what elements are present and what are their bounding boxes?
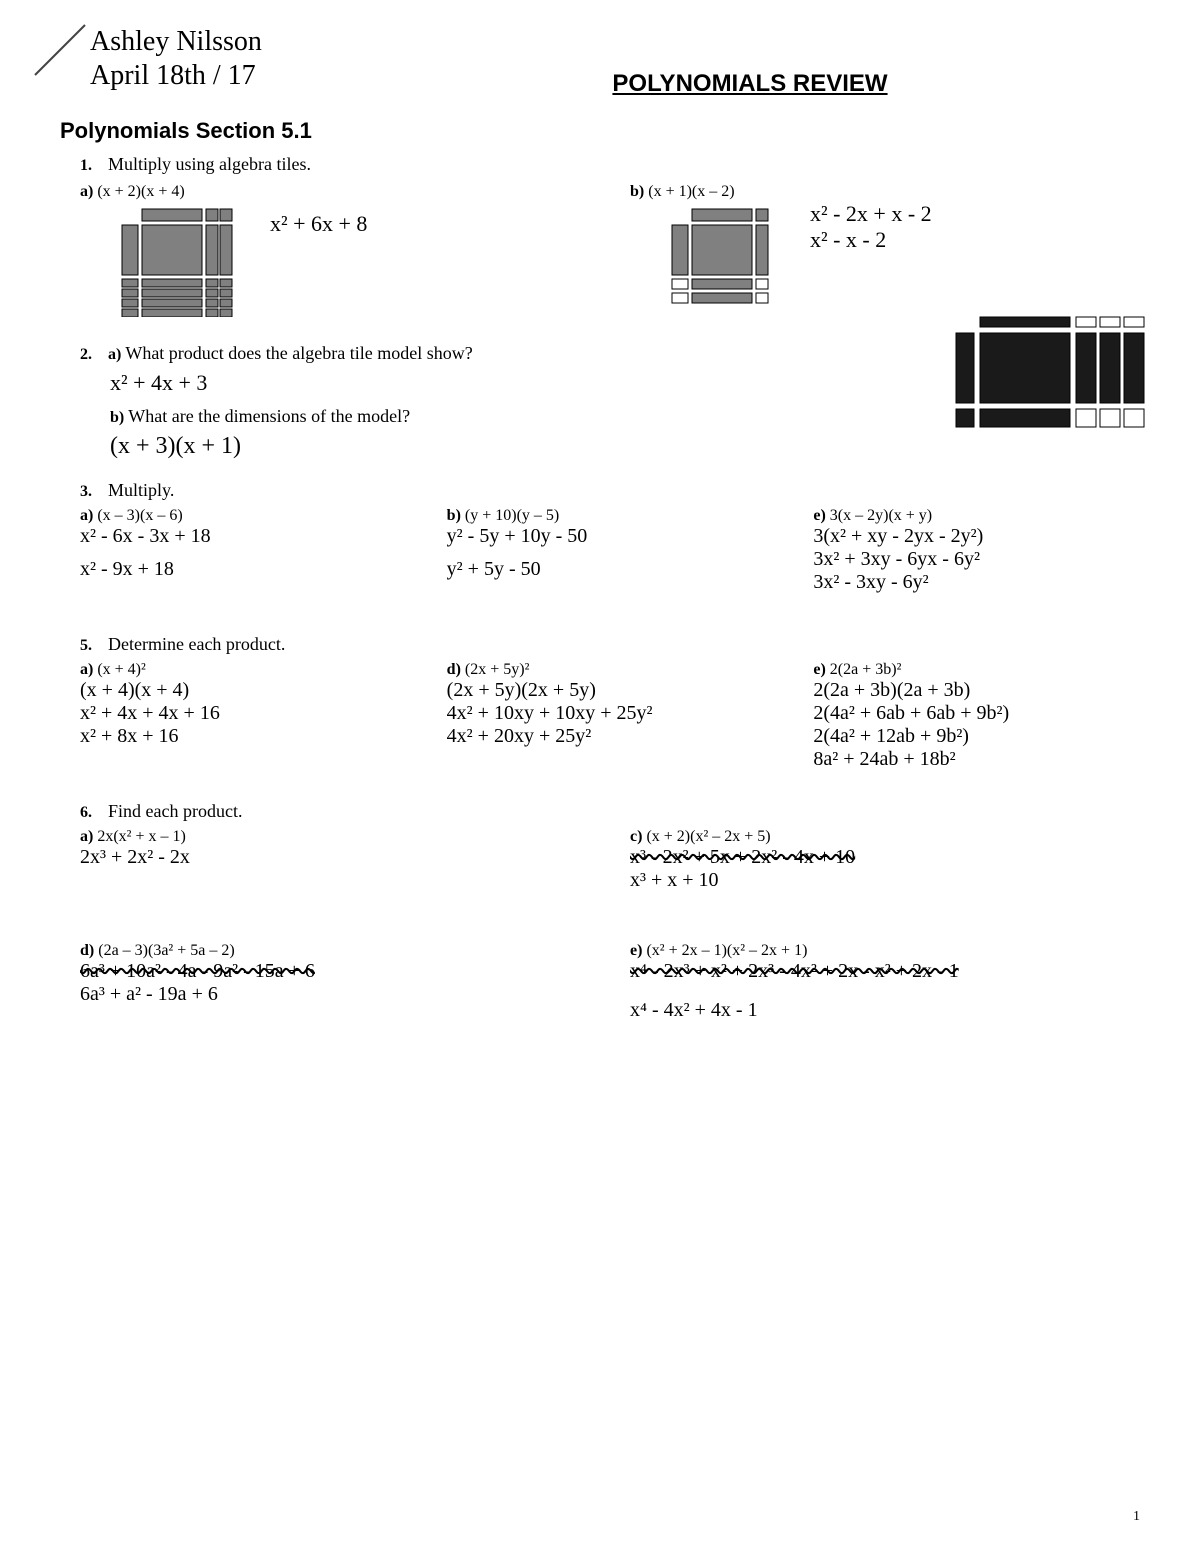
q3e-w2: 3x² + 3xy - 6yx - 6y²	[813, 548, 1140, 571]
q5a-label: a)	[80, 661, 93, 678]
q3e-w1: 3(x² + xy - 2yx - 2y²)	[813, 525, 1140, 548]
q3b-expr: (y + 10)(y – 5)	[465, 507, 559, 524]
q1a-expr: (x + 2)(x + 4)	[97, 183, 184, 200]
q5-number: 5.	[80, 637, 104, 655]
q5a-w2: x² + 4x + 4x + 16	[80, 702, 407, 725]
q6e-label: e)	[630, 942, 642, 959]
q2a-label: a)	[108, 346, 121, 363]
q5e-w3: 2(4a² + 12ab + 9b²)	[813, 725, 1140, 748]
corner-slash	[30, 20, 90, 80]
q6c-label: c)	[630, 828, 642, 845]
q5d-expr: (2x + 5y)²	[465, 661, 529, 678]
q1b-work2: x² - x - 2	[810, 227, 932, 253]
q5e-w2: 2(4a² + 6ab + 6ab + 9b²)	[813, 702, 1140, 725]
q1a-tiles	[120, 207, 250, 317]
q3b-label: b)	[447, 507, 461, 524]
question-1: 1. Multiply using algebra tiles. a) (x +…	[80, 154, 1140, 323]
q3b: b) (y + 10)(y – 5) y² - 5y + 10y - 50 y²…	[447, 507, 774, 594]
q1b-work1: x² - 2x + x - 2	[810, 201, 932, 227]
q3e-expr: 3(x – 2y)(x + y)	[830, 507, 932, 524]
q1a-work: x² + 6x + 8	[270, 211, 367, 237]
q3b-w2: y² + 5y - 50	[447, 558, 774, 581]
q3e-w3: 3x² - 3xy - 6y²	[813, 571, 1140, 594]
q3-prompt: Multiply.	[108, 480, 174, 500]
q3a-w2: x² - 9x + 18	[80, 558, 407, 581]
q6e: e) (x² + 2x – 1)(x² – 2x + 1) x⁴ - 2x³ +…	[630, 942, 1140, 1022]
q1b: b) (x + 1)(x – 2) x²	[630, 183, 1140, 323]
q6c-expr: (x + 2)(x² – 2x + 5)	[646, 828, 770, 845]
q6a: a) 2x(x² + x – 1) 2x³ + 2x² - 2x	[80, 828, 590, 892]
q5e-expr: 2(2a + 3b)²	[830, 661, 902, 678]
q1b-expr: (x + 1)(x – 2)	[648, 183, 734, 200]
q2b-label: b)	[110, 409, 124, 426]
q6-prompt: Find each product.	[108, 801, 242, 821]
q5e: e) 2(2a + 3b)² 2(2a + 3b)(2a + 3b) 2(4a²…	[813, 661, 1140, 771]
q6d: d) (2a – 3)(3a² + 5a – 2) 6a³ + 10a² - 4…	[80, 942, 590, 1022]
q6c-w2: x³ + x + 10	[630, 869, 1140, 892]
section-title: Polynomials Section 5.1	[60, 118, 1140, 144]
q5a-expr: (x + 4)²	[97, 661, 145, 678]
q3e-label: e)	[813, 507, 825, 524]
q3b-w1: y² - 5y + 10y - 50	[447, 525, 774, 548]
q5d-w1: (2x + 5y)(2x + 5y)	[447, 679, 774, 702]
q5a-w3: x² + 8x + 16	[80, 725, 407, 748]
question-6: 6. Find each product. a) 2x(x² + x – 1) …	[80, 801, 1140, 1022]
q2-number: 2.	[80, 346, 104, 364]
q6d-w2: 6a³ + a² - 19a + 6	[80, 983, 590, 1006]
q3a-w1: x² - 6x - 3x + 18	[80, 525, 407, 548]
q1a: a) (x + 2)(x + 4)	[80, 183, 590, 323]
q6e-expr: (x² + 2x – 1)(x² – 2x + 1)	[646, 942, 807, 959]
q6d-expr: (2a – 3)(3a² + 5a – 2)	[98, 942, 234, 959]
q3-number: 3.	[80, 483, 104, 501]
q3a-label: a)	[80, 507, 93, 524]
q3a-expr: (x – 3)(x – 6)	[97, 507, 182, 524]
q5e-w4: 8a² + 24ab + 18b²	[813, 748, 1140, 771]
q5d-w2: 4x² + 10xy + 10xy + 25y²	[447, 702, 774, 725]
q1b-tiles	[670, 207, 790, 307]
q1-number: 1.	[80, 157, 104, 175]
page-title: POLYNOMIALS REVIEW	[360, 70, 1140, 98]
student-name: Ashley Nilsson	[90, 25, 262, 59]
q5d-w3: 4x² + 20xy + 25y²	[447, 725, 774, 748]
question-2: 2. a) What product does the algebra tile…	[80, 343, 1140, 460]
page-number: 1	[1133, 1509, 1140, 1525]
q5d: d) (2x + 5y)² (2x + 5y)(2x + 5y) 4x² + 1…	[447, 661, 774, 771]
q1a-label: a)	[80, 183, 93, 200]
q6c: c) (x + 2)(x² – 2x + 5) x³ - 2x² + 5x + …	[630, 828, 1140, 892]
question-5: 5. Determine each product. a) (x + 4)² (…	[80, 634, 1140, 771]
q5e-label: e)	[813, 661, 825, 678]
q6e-w1: x⁴ - 2x³ + x² + 2x³ - 4x² + 2x - x² + 2x…	[630, 960, 1140, 983]
q5-prompt: Determine each product.	[108, 634, 285, 654]
question-3: 3. Multiply. a) (x – 3)(x – 6) x² - 6x -…	[80, 480, 1140, 594]
q6a-w1: 2x³ + 2x² - 2x	[80, 846, 590, 869]
q2b-prompt: What are the dimensions of the model?	[128, 406, 410, 426]
q6a-expr: 2x(x² + x – 1)	[97, 828, 185, 845]
q6d-w1: 6a³ + 10a² - 4a - 9a² - 15a + 6	[80, 960, 590, 983]
q1-prompt: Multiply using algebra tiles.	[108, 154, 311, 174]
q6a-label: a)	[80, 828, 93, 845]
worksheet-date: April 18th / 17	[90, 59, 262, 93]
q5a-w1: (x + 4)(x + 4)	[80, 679, 407, 702]
q5d-label: d)	[447, 661, 461, 678]
q6e-w2: x⁴ - 4x² + 4x - 1	[630, 999, 1140, 1022]
q3a: a) (x – 3)(x – 6) x² - 6x - 3x + 18 x² -…	[80, 507, 407, 594]
q1b-label: b)	[630, 183, 644, 200]
q5e-w1: 2(2a + 3b)(2a + 3b)	[813, 679, 1140, 702]
student-header: Ashley Nilsson April 18th / 17	[90, 25, 262, 92]
q2b-work: (x + 3)(x + 1)	[110, 433, 1140, 460]
q2-model	[950, 313, 1160, 433]
q6-number: 6.	[80, 804, 104, 822]
q3e: e) 3(x – 2y)(x + y) 3(x² + xy - 2yx - 2y…	[813, 507, 1140, 594]
q6d-label: d)	[80, 942, 94, 959]
q2a-prompt: What product does the algebra tile model…	[125, 343, 472, 363]
q6c-w1: x³ - 2x² + 5x + 2x² - 4x + 10	[630, 846, 1140, 869]
q5a: a) (x + 4)² (x + 4)(x + 4) x² + 4x + 4x …	[80, 661, 407, 771]
